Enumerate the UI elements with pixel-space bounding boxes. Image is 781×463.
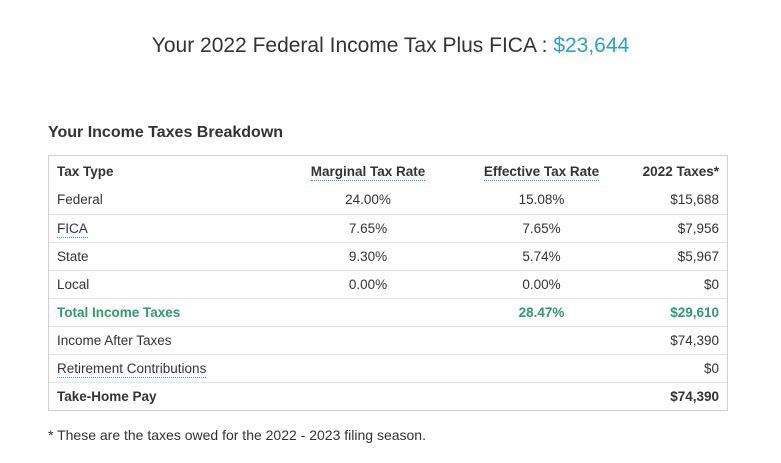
effective-rate-cell: 7.65% (522, 220, 561, 236)
total-tax-amount: $23,644 (553, 34, 630, 57)
taxes-cell: $74,390 (670, 388, 719, 404)
effective-rate-cell: 5.74% (522, 248, 561, 264)
effective-rate-cell: 28.47% (518, 304, 565, 320)
effective-rate-cell (451, 382, 632, 410)
taxes-cell: $15,688 (670, 192, 719, 208)
taxes-cell: $29,610 (670, 304, 719, 320)
marginal-rate-cell: 0.00% (348, 276, 388, 292)
effective-rate-cell: 0.00% (522, 276, 561, 292)
marginal-rate-cell (285, 382, 451, 410)
marginal-rate-cell (285, 298, 451, 326)
tax-type-cell-fica[interactable]: FICA (49, 214, 285, 242)
column-header-tax-type: Tax Type (57, 163, 114, 179)
table-row-federal: Federal 24.00% 15.08% $15,688 (49, 186, 727, 214)
column-header-effective-rate[interactable]: Effective Tax Rate (451, 156, 632, 186)
table-row-local: Local 0.00% 0.00% $0 (49, 270, 727, 298)
tax-type-cell: Local (57, 276, 90, 292)
tax-type-cell: State (57, 248, 89, 264)
marginal-rate-cell (285, 354, 451, 382)
table-row-take-home-pay: Take-Home Pay $74,390 (49, 382, 727, 410)
marginal-rate-cell: 9.30% (348, 248, 388, 264)
effective-rate-cell: 15.08% (518, 192, 565, 208)
column-header-taxes: 2022 Taxes* (642, 163, 719, 179)
effective-rate-cell (451, 326, 632, 354)
table-row-income-after-taxes: Income After Taxes $74,390 (49, 326, 727, 354)
page-title: Your 2022 Federal Income Tax Plus FICA :… (0, 34, 781, 58)
taxes-cell: $0 (703, 276, 719, 292)
taxes-cell: $5,967 (677, 248, 719, 264)
section-title: Your Income Taxes Breakdown (48, 124, 284, 141)
taxes-cell: $74,390 (670, 332, 719, 348)
tax-type-cell-retirement[interactable]: Retirement Contributions (49, 354, 285, 382)
table-header-row: Tax Type Marginal Tax Rate Effective Tax… (49, 156, 727, 186)
fica-tooltip-label[interactable]: FICA (57, 220, 88, 238)
column-header-marginal-rate[interactable]: Marginal Tax Rate (285, 156, 451, 186)
marginal-rate-cell: 7.65% (348, 220, 388, 236)
tax-type-cell: Federal (57, 192, 103, 208)
marginal-rate-cell (285, 326, 451, 354)
table-row-state: State 9.30% 5.74% $5,967 (49, 242, 727, 270)
tax-breakdown-table: Tax Type Marginal Tax Rate Effective Tax… (48, 155, 728, 411)
table-row-total-income-taxes: Total Income Taxes 28.47% $29,610 (49, 298, 727, 326)
retirement-tooltip-label[interactable]: Retirement Contributions (57, 360, 207, 378)
marginal-rate-tooltip-label[interactable]: Marginal Tax Rate (310, 163, 426, 181)
table-row-fica: FICA 7.65% 7.65% $7,956 (49, 214, 727, 242)
page-title-text: Your 2022 Federal Income Tax Plus FICA : (151, 34, 554, 57)
tax-type-cell: Take-Home Pay (57, 388, 157, 404)
taxes-cell: $7,956 (677, 220, 719, 236)
effective-rate-cell (451, 354, 632, 382)
footnote: * These are the taxes owed for the 2022 … (48, 427, 426, 443)
marginal-rate-cell: 24.00% (345, 192, 391, 208)
tax-type-cell: Income After Taxes (57, 332, 172, 348)
taxes-cell: $0 (703, 360, 719, 376)
tax-type-cell: Total Income Taxes (57, 304, 181, 320)
effective-rate-tooltip-label[interactable]: Effective Tax Rate (483, 163, 600, 181)
table-row-retirement-contributions: Retirement Contributions $0 (49, 354, 727, 382)
